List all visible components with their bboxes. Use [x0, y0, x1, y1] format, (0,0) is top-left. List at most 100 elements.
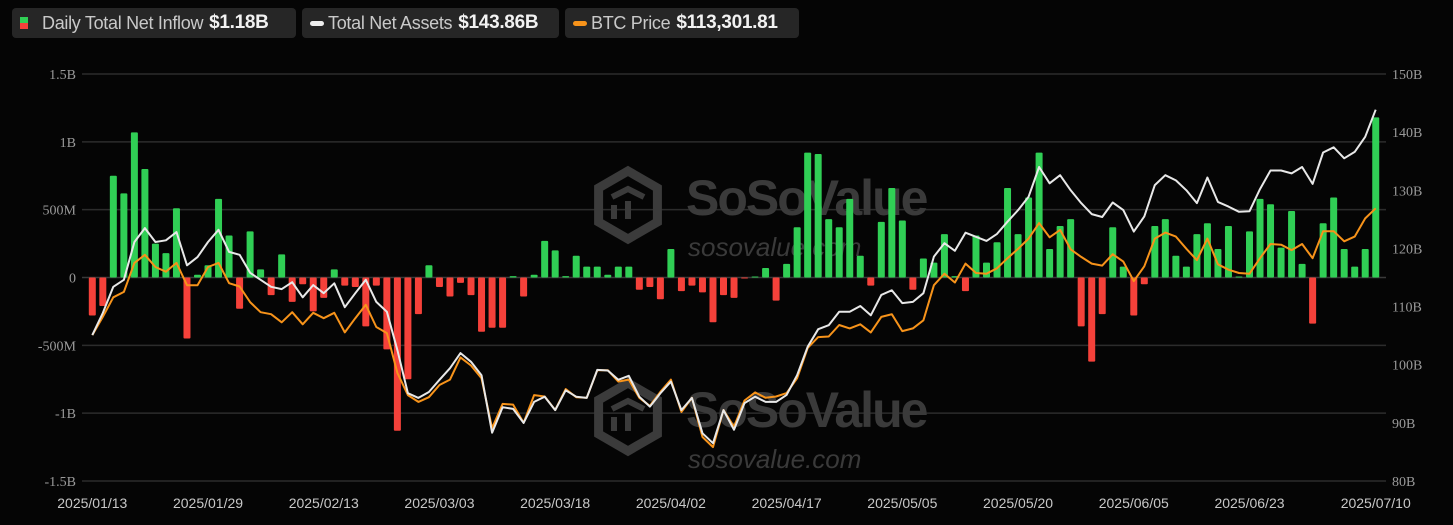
inflow-bar-negative [961, 277, 969, 292]
x-tick-label: 2025/03/03 [404, 495, 474, 511]
inflow-bar-negative [520, 277, 528, 297]
inflow-bar-negative [435, 277, 443, 287]
inflow-bar-positive [551, 250, 559, 278]
inflow-bar-positive [877, 221, 885, 278]
left-tick-label: 1B [60, 136, 76, 151]
legend-value: $1.18B [209, 12, 269, 33]
inflow-bar-negative [478, 277, 486, 332]
inflow-bar-positive [593, 266, 601, 278]
inflow-bar-positive [667, 249, 675, 278]
inflow-bar-negative [646, 277, 654, 287]
inflow-bar-positive [1256, 198, 1264, 278]
inflow-bar-positive [814, 154, 822, 278]
left-axis: 1.5B 1B 500M 0 -500M -1B -1.5B [38, 68, 77, 490]
right-tick-label: 100B [1392, 359, 1422, 374]
sosovalue-logo-icon [594, 165, 662, 245]
inflow-bar-positive [1340, 249, 1348, 278]
inflow-bar-positive [583, 266, 591, 278]
legend-daily-net-inflow[interactable]: Daily Total Net Inflow $1.18B [12, 8, 296, 38]
inflow-bar-positive [1372, 117, 1380, 278]
inflow-bar-negative [457, 277, 464, 283]
inflow-bar-positive [1035, 152, 1043, 278]
inflow-bar-positive [1172, 255, 1180, 278]
line-series [91, 109, 1377, 449]
inflow-bar-positive [120, 193, 128, 278]
inflow-bar-negative [488, 277, 496, 328]
inflow-bar-positive [1109, 227, 1117, 278]
inflow-bar-positive [1151, 225, 1159, 278]
inflow-bar-negative [709, 277, 717, 323]
legend-label: BTC Price [591, 12, 671, 33]
logo-glyph [610, 397, 646, 431]
right-tick-label: 120B [1392, 242, 1422, 257]
inflow-bar-negative [99, 277, 107, 306]
inflow-bar-negative [677, 277, 685, 292]
inflow-bar-positive [856, 255, 864, 278]
inflow-bar-negative [688, 277, 696, 286]
inflow-bar-positive [1161, 219, 1169, 278]
inflow-bar-positive [1288, 211, 1296, 278]
inflow-bar-positive [1277, 247, 1285, 278]
legend-total-net-assets[interactable]: Total Net Assets $143.86B [302, 8, 559, 38]
inflow-bar-positive [225, 235, 233, 278]
legend-label: Total Net Assets [328, 12, 453, 33]
inflow-bar-positive [804, 152, 812, 278]
inflow-bar-positive [919, 258, 927, 278]
inflow-bar-positive [109, 175, 117, 278]
line-swatch-icon [573, 20, 587, 26]
inflow-bar-positive [1203, 223, 1211, 278]
inflow-bar-positive [783, 263, 791, 278]
inflow-bar-negative [467, 277, 475, 296]
legend-value: $143.86B [458, 12, 539, 33]
inflow-bar-positive [846, 198, 854, 278]
logo-hexagon [594, 377, 662, 457]
left-tick-label: -1B [55, 407, 76, 422]
inflow-bar-negative [288, 277, 296, 302]
inflow-bar-positive [888, 187, 896, 278]
inflow-bar-negative [1130, 277, 1138, 316]
inflow-bar-positive [1298, 263, 1306, 278]
inflow-bar-positive [835, 227, 843, 278]
inflow-bar-positive [983, 262, 990, 278]
inflow-bar-positive [762, 268, 770, 278]
x-tick-label: 2025/03/18 [520, 495, 590, 511]
left-tick-label: 0 [69, 272, 76, 287]
inflow-bar-negative [1140, 277, 1148, 285]
inflow-bar-negative [730, 277, 738, 298]
inflow-bar-negative [341, 277, 349, 286]
legend-btc-price[interactable]: BTC Price $113,301.81 [565, 8, 799, 38]
inflow-bar-positive [972, 235, 980, 278]
inflow-bar-positive [1235, 276, 1243, 278]
sosovalue-logo-icon [594, 377, 662, 457]
inflow-bar-negative [299, 277, 307, 285]
inflow-bar-negative [362, 277, 370, 327]
inflow-bar-positive [278, 254, 286, 278]
inflow-bar-positive [951, 276, 959, 278]
inflow-bar-negative [867, 277, 875, 286]
left-tick-label: 1.5B [49, 68, 76, 83]
x-tick-label: 2025/02/13 [289, 495, 359, 511]
inflow-bar-positive [1267, 204, 1275, 278]
inflow-bar-positive [614, 266, 622, 278]
inflow-bar-positive [625, 266, 633, 278]
inflow-bar-positive [898, 220, 906, 278]
inflow-bar-negative [404, 277, 412, 380]
inflow-bar-negative [351, 277, 359, 287]
inflow-bar-negative [635, 277, 643, 290]
right-tick-label: 140B [1392, 126, 1422, 141]
right-axis: 150B 140B 130B 120B 110B 100B 90B 80B [1392, 68, 1422, 490]
line-swatch-icon [310, 20, 324, 26]
inflow-bar-positive [541, 240, 549, 278]
x-tick-label: 2025/01/13 [57, 495, 127, 511]
inflow-bar-negative [446, 277, 454, 297]
inflow-bar-positive [246, 231, 254, 278]
inflow-bar-positive [1046, 249, 1054, 278]
inflow-bar-positive [215, 198, 223, 278]
inflow-bar-positive [1119, 266, 1127, 278]
bar-swatch-icon [20, 17, 28, 29]
inflow-bar-negative [499, 277, 507, 328]
inflow-bar-positive [530, 274, 538, 278]
inflow-bar-negative [236, 277, 244, 309]
btc-price-line [91, 207, 1377, 449]
